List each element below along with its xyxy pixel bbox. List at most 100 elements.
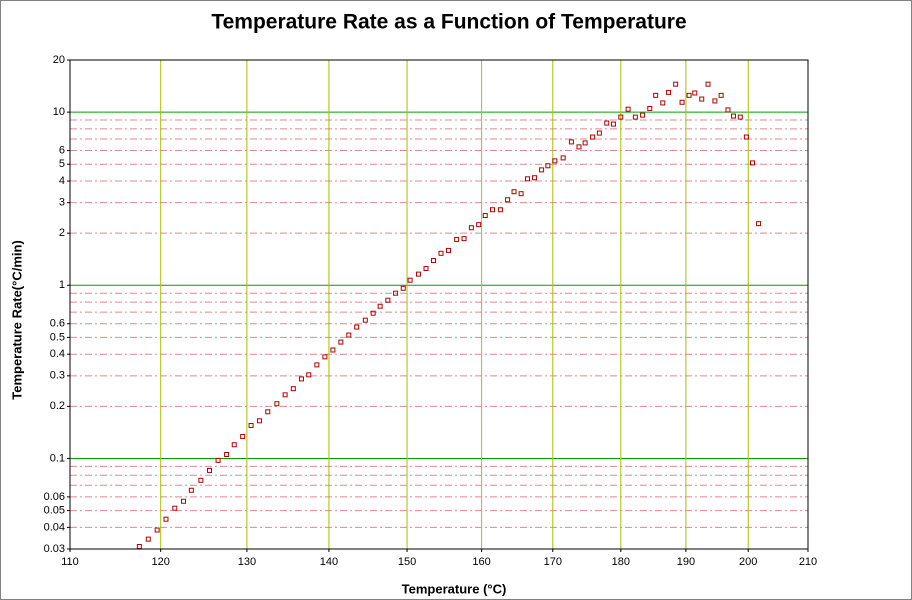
point (673, 81, 679, 87)
point (393, 290, 399, 296)
x-tick-label: 190 (677, 556, 695, 568)
point (338, 339, 344, 345)
y-tick-label: 5 (59, 158, 65, 170)
point (248, 422, 254, 428)
y-tick-label: 2 (59, 227, 65, 239)
point (145, 536, 151, 542)
x-tick-label: 150 (398, 556, 416, 568)
point (476, 222, 482, 228)
plot-border (69, 59, 809, 550)
y-tick-label: 0.06 (44, 491, 65, 503)
point (445, 247, 451, 253)
point (539, 167, 545, 173)
x-tick-label: 120 (152, 556, 170, 568)
point (489, 207, 495, 213)
point (215, 457, 221, 463)
y-tick-label: 1 (59, 279, 65, 291)
point (725, 107, 731, 113)
y-tick-label: 0.03 (44, 543, 65, 555)
point (737, 114, 743, 120)
point (660, 100, 666, 106)
point (290, 386, 296, 392)
point (692, 90, 698, 96)
point (482, 212, 488, 218)
y-tick-label: 20 (53, 54, 65, 66)
y-tick-label: 0.04 (44, 521, 65, 533)
point (231, 442, 237, 448)
y-tick-label: 4 (59, 175, 65, 187)
point (224, 452, 230, 458)
point (568, 139, 574, 145)
point (518, 191, 524, 197)
point (756, 221, 762, 227)
point (181, 498, 187, 504)
point (172, 505, 178, 511)
point (731, 113, 737, 119)
x-tick-label: 140 (320, 556, 338, 568)
point (679, 99, 685, 105)
point (385, 297, 391, 303)
chart-title: Temperature Rate as a Function of Temper… (211, 11, 686, 34)
point (596, 130, 602, 136)
point (743, 134, 749, 140)
point (377, 303, 383, 309)
point (468, 225, 474, 231)
point (188, 487, 194, 493)
point (265, 409, 271, 415)
point (718, 92, 724, 98)
point (274, 401, 280, 407)
point (525, 176, 531, 182)
point (461, 236, 467, 242)
point (206, 467, 212, 473)
point (407, 277, 413, 283)
point (330, 347, 336, 353)
point (362, 317, 368, 323)
point (306, 372, 312, 378)
point (505, 197, 511, 203)
point (625, 106, 631, 112)
point (346, 332, 352, 338)
x-tick-label: 200 (739, 556, 757, 568)
point (610, 121, 616, 127)
point (298, 376, 304, 382)
point (545, 163, 551, 169)
point (438, 250, 444, 256)
point (582, 140, 588, 146)
y-tick-label: 0.5 (50, 331, 65, 343)
point (640, 112, 646, 118)
point (647, 105, 653, 111)
point (511, 189, 517, 195)
x-tick-label: 180 (612, 556, 630, 568)
point (354, 324, 360, 330)
grid (70, 60, 808, 549)
marks (136, 81, 762, 550)
y-tick-label: 0.4 (50, 348, 65, 360)
point (400, 285, 406, 291)
point (576, 144, 582, 150)
x-tick-label: 110 (61, 556, 79, 568)
x-tick-label: 160 (472, 556, 490, 568)
point (314, 362, 320, 368)
point (423, 266, 429, 272)
point (415, 271, 421, 277)
point (431, 258, 437, 264)
y-tick-label: 0.05 (44, 504, 65, 516)
point (632, 114, 638, 120)
point (240, 433, 246, 439)
x-tick-label: 130 (238, 556, 256, 568)
point (750, 160, 756, 166)
point (198, 477, 204, 483)
point (590, 134, 596, 140)
point (532, 175, 538, 181)
point (256, 418, 262, 424)
point (712, 98, 718, 104)
y-axis-title: Temperature Rate(°C/min) (9, 240, 24, 400)
point (322, 354, 328, 360)
point (154, 527, 160, 533)
point (618, 114, 624, 120)
point (653, 92, 659, 98)
point (560, 155, 566, 161)
y-tick-label: 0.2 (50, 400, 65, 412)
